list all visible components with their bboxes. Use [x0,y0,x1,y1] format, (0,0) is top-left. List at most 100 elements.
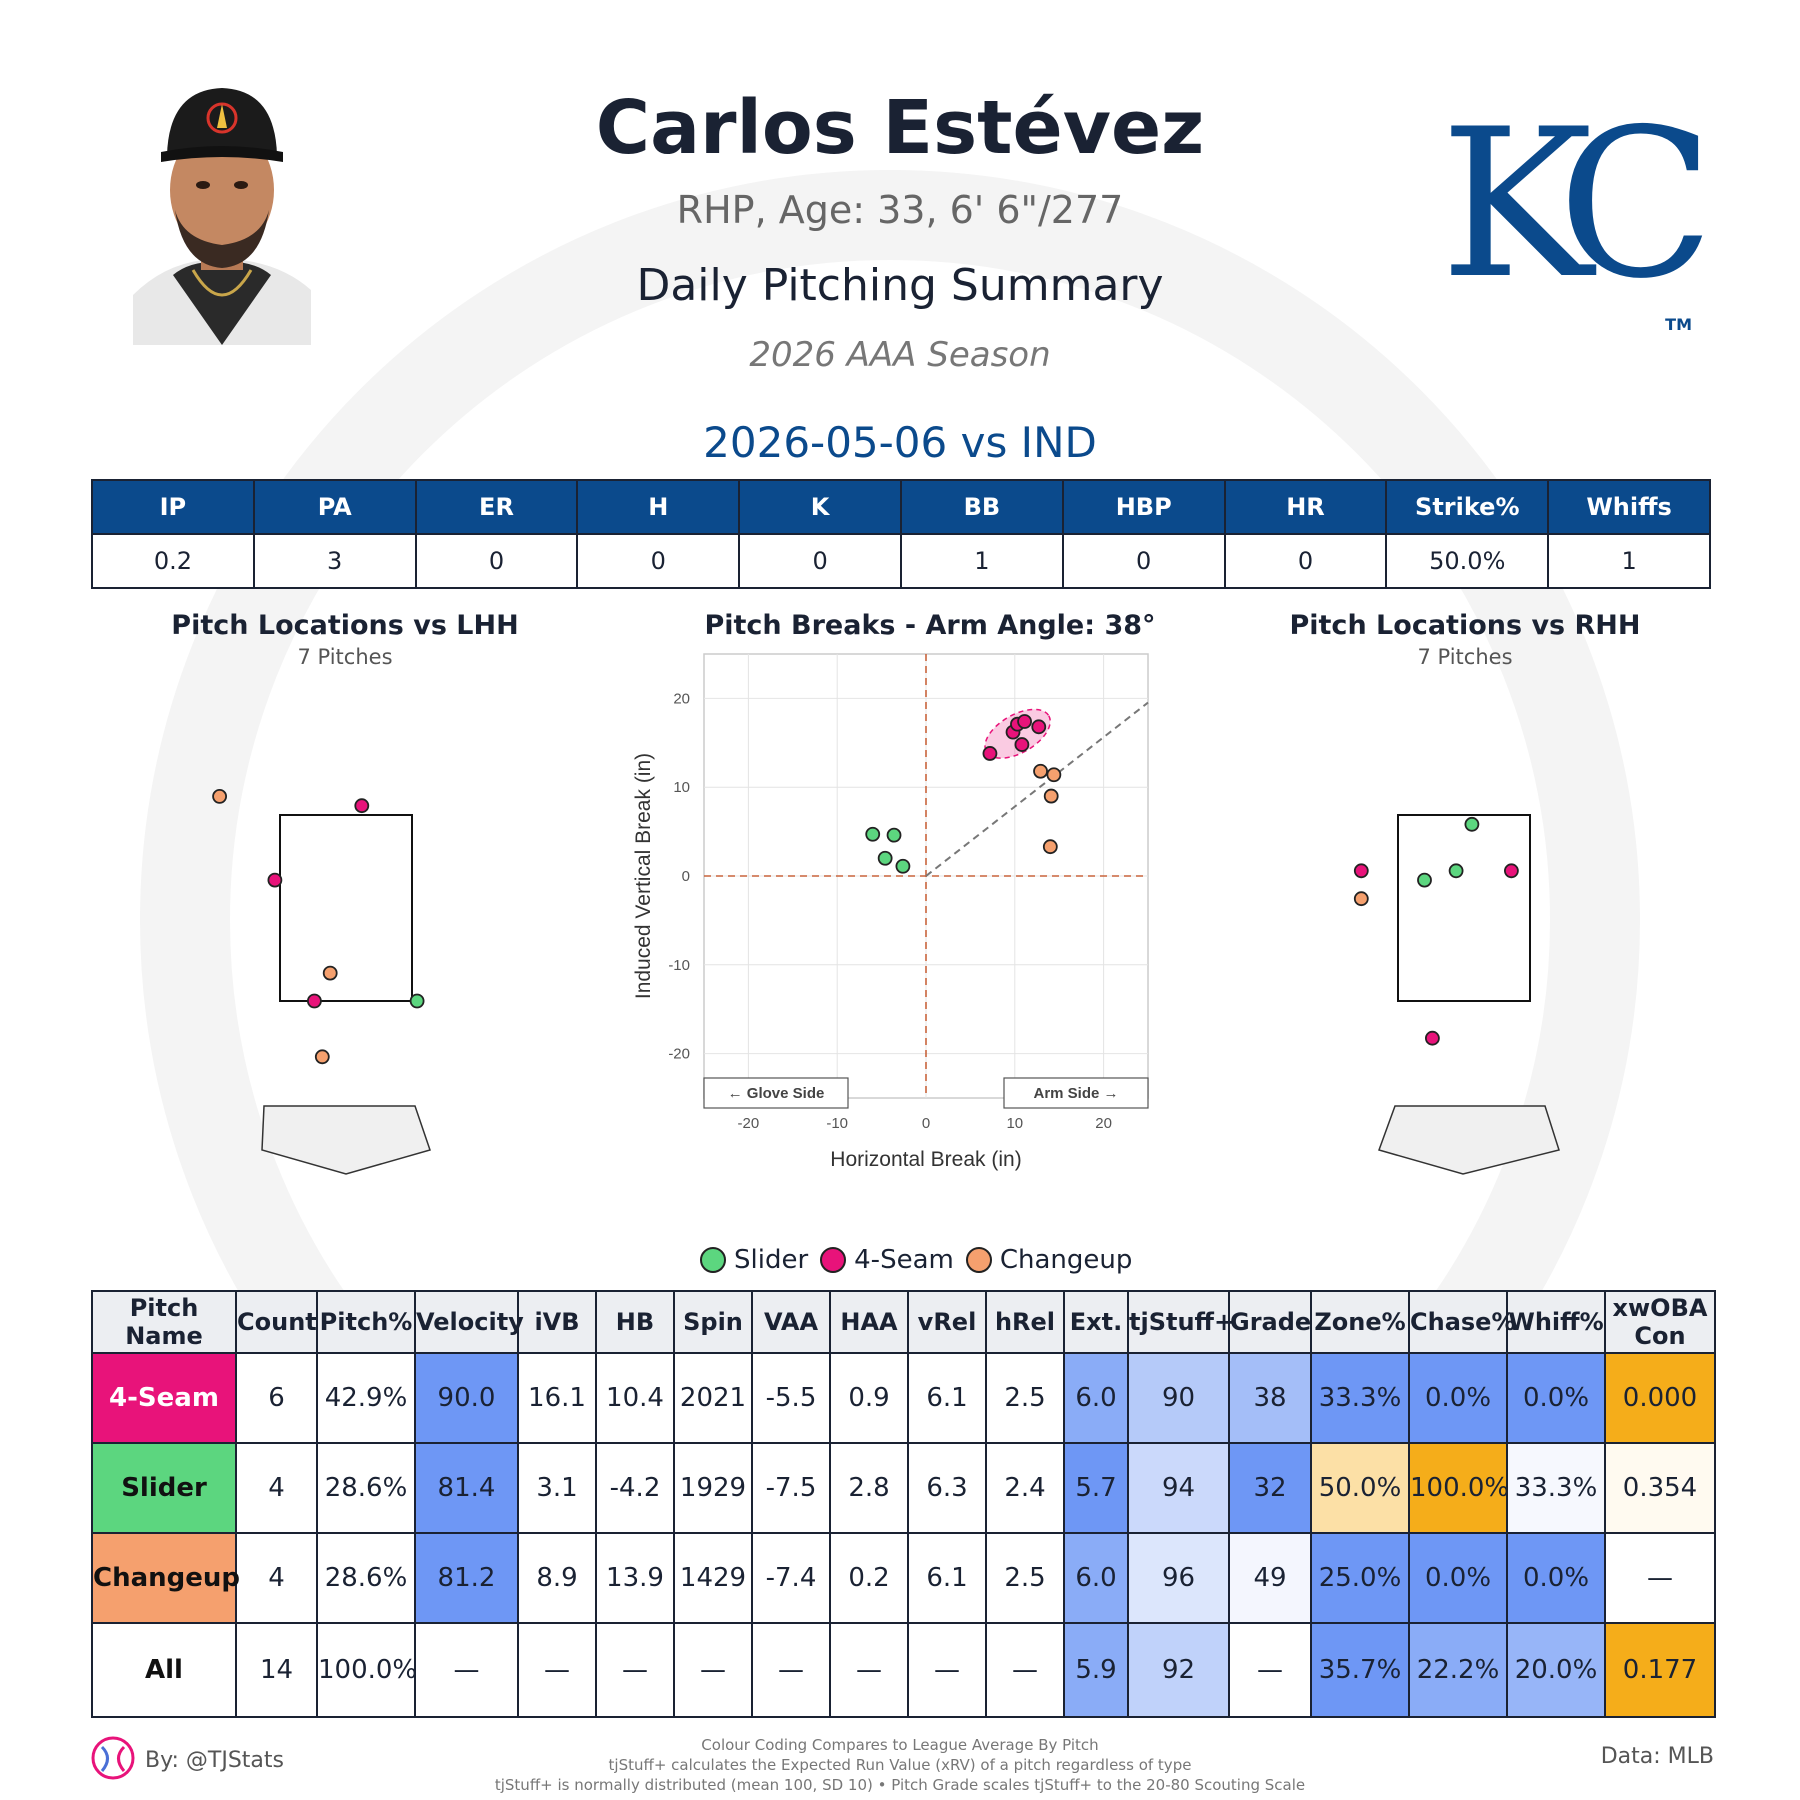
pitch-row-changeup: Changeup 4 28.6% 81.2 8.9 13.9 1429 -7.4 0.2 6.1 2… [91,1532,1716,1624]
pitch-header-velocity: Velocity [414,1290,524,1354]
break-point-slider [886,827,902,843]
pitch-cell: — [517,1622,597,1718]
pitch-cell: 100.0% [1408,1442,1509,1534]
legend-item-4-seam: 4-Seam [820,1245,954,1275]
pitch-header-zone-: Zone% [1310,1290,1410,1354]
pitch-header-vaa: VAA [751,1290,831,1354]
legend-dot-slider [700,1247,726,1273]
stats-header-pa: PA [252,479,417,535]
stats-header-k: K [738,479,902,535]
pitch-cell: 100.0% [316,1622,417,1718]
stats-value-hr: 0 [1223,533,1388,589]
pitch-header-ivb: iVB [517,1290,597,1354]
arm-angle-line [925,701,1149,877]
pitch-header-pitch-: Pitch% [316,1290,416,1354]
pitch-point-slider [1417,872,1432,888]
x-tick-label: -10 [826,1115,848,1132]
pitch-cell: 2.4 [985,1442,1065,1534]
pitch-cell: — [1604,1532,1716,1624]
pitch-header-grade: Grade [1228,1290,1312,1354]
data-source: Data: MLB [1600,1744,1714,1769]
arm-side-box: Arm Side → [1003,1077,1149,1109]
pitch-cell: 0.0% [1408,1352,1508,1444]
pitch-cell: 0.2 [829,1532,909,1624]
pitch-cell: 81.4 [414,1442,519,1534]
pitch-cell: 42.9% [316,1352,416,1444]
break-point-changeup [1046,767,1062,783]
break-point-changeup [1033,763,1048,779]
pitch-cell: 6.0 [1063,1532,1129,1624]
pitch-point-slider [409,993,425,1009]
pitch-point-slider [1464,816,1480,832]
strike-zone [1397,814,1531,1002]
pitch-name-cell: 4-Seam [91,1352,237,1444]
pitch-cell: 50.0% [1310,1442,1410,1534]
legend-item-changeup: Changeup [965,1245,1132,1275]
pitch-cell: — [1228,1622,1312,1718]
pitch-cell: — [414,1622,519,1718]
stats-value-pa: 3 [252,533,417,589]
pitch-cell: 13.9 [595,1532,675,1624]
pitch-cell: — [751,1622,831,1718]
y-tick-label: 20 [673,690,690,707]
pitch-row-slider: Slider 4 28.6% 81.4 3.1 -4.2 1929 -7.5 2.8 6.3 2.4… [91,1442,1716,1534]
pitch-cell: 20.0% [1506,1622,1606,1718]
arm-side-label: Arm Side → [1033,1085,1118,1102]
legend-dot-4-seam [820,1247,847,1273]
pitch-row-all: All 14 100.0% — — — — — — — —5.9 92—35.7% 22.2% 20.0%… [91,1622,1716,1718]
pitch-cell: 6 [235,1352,318,1444]
break-point-4-seam [982,746,998,761]
legend-label: Slider [734,1245,809,1275]
stats-value-row: 0.2 3 0 0 0 1 0 0 50.0% 1 [91,533,1711,589]
stats-value-whiffs: 1 [1547,533,1711,589]
stats-value-strike-: 50.0% [1385,533,1550,589]
lhh-plot-title: Pitch Locations vs LHH [171,610,519,641]
pitch-header-count: Count [235,1290,318,1354]
stats-header-hbp: HBP [1061,479,1226,535]
stats-header-hr: HR [1223,479,1388,535]
pitch-header-tjstuff-: tjStuff+ [1127,1290,1234,1354]
pitch-cell: 0.0% [1506,1532,1606,1624]
pitch-cell: 10.4 [595,1352,675,1444]
break-point-slider [865,826,881,842]
pitch-cell: 14 [235,1622,318,1718]
pitch-cell: 96 [1127,1532,1230,1624]
x-tick-label: -20 [738,1115,760,1132]
pitch-cell: 94 [1127,1442,1230,1534]
pitch-cell: -4.2 [595,1442,675,1534]
pitch-cell: 28.6% [316,1442,416,1534]
pitch-name-cell: All [91,1622,237,1718]
pitch-cell: 6.1 [907,1352,987,1444]
stats-value-h: 0 [576,533,741,589]
pitch-point-changeup [322,965,338,981]
pitch-cell: 28.6% [316,1532,416,1624]
breaks-x-label: Horizontal Break (in) [830,1148,1021,1171]
footer-note-2: tjStuff+ calculates the Expected Run Val… [608,1756,1192,1774]
stats-header-whiffs: Whiffs [1547,479,1711,535]
lhh-plot-count: 7 Pitches [297,645,393,669]
break-point-4-seam [1031,719,1047,735]
game-title: 2026-05-06 vs IND [703,418,1097,467]
y-tick-label: 10 [673,779,690,796]
stats-value-hbp: 0 [1061,533,1226,589]
pitch-cell: 38 [1228,1352,1312,1444]
pitch-cell: 2.5 [985,1532,1065,1624]
break-point-changeup [1043,788,1059,804]
x-tick-label: 0 [922,1115,930,1132]
pitch-cell: -7.5 [751,1442,831,1534]
pitch-cell: 3.1 [517,1442,597,1534]
pitch-cell: -7.4 [751,1532,831,1624]
pitch-cell: 32 [1228,1442,1312,1534]
player-name: Carlos Estévez [595,85,1205,171]
pitch-header-chase-: Chase% [1408,1290,1516,1354]
pitch-cell: 0.354 [1604,1442,1716,1534]
stats-header-h: H [576,479,741,535]
pitch-point-changeup [212,789,227,804]
rhh-plot-title: Pitch Locations vs RHH [1289,610,1641,641]
pitch-cell: — [673,1622,753,1718]
pitch-point-changeup [314,1049,330,1065]
pitch-cell: 4 [235,1442,318,1534]
pitch-cell: 6.3 [907,1442,987,1534]
glove-side-box: ← Glove Side [703,1077,849,1109]
pitch-cell: 5.9 [1063,1622,1129,1718]
